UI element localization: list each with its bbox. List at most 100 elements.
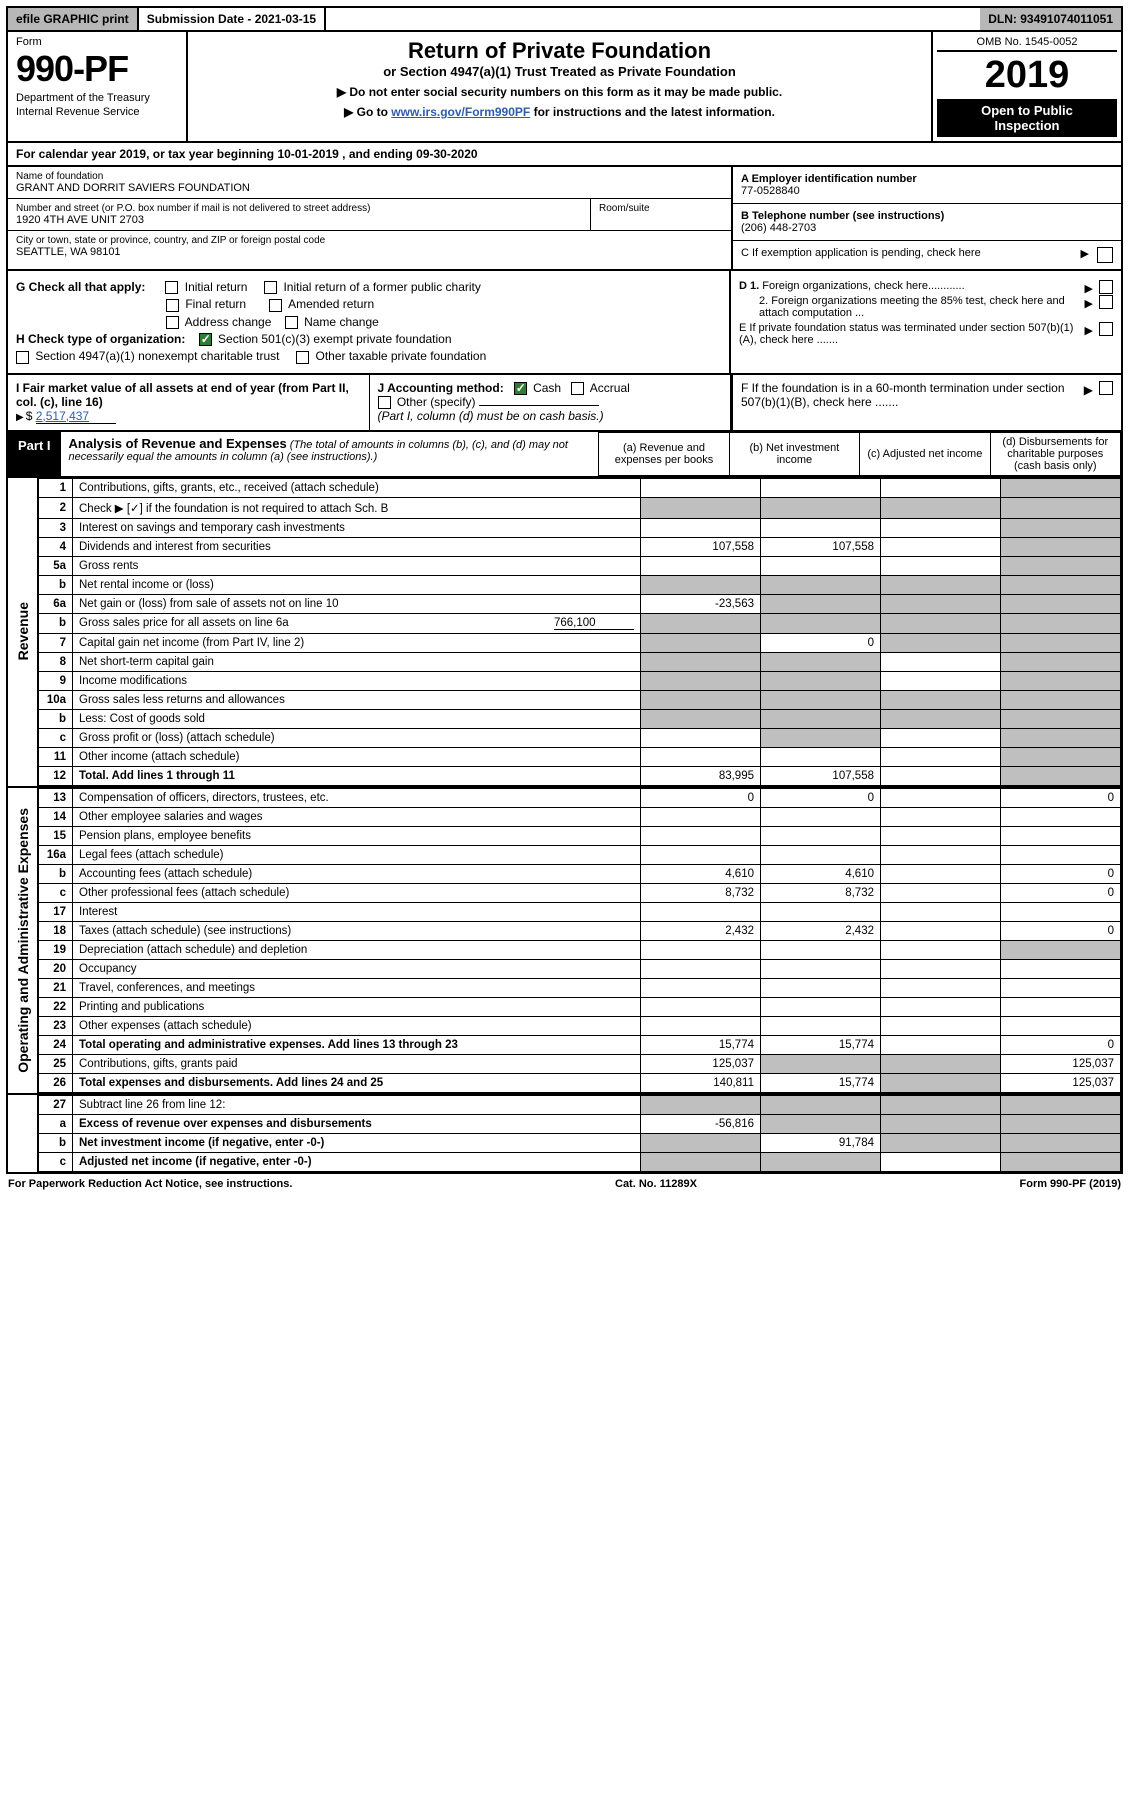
table-row: 14Other employee salaries and wages <box>39 807 1121 826</box>
col-c <box>881 556 1001 575</box>
table-row: bLess: Cost of goods sold <box>39 709 1121 728</box>
col-b-hdr: (b) Net investment income <box>729 432 859 475</box>
col-a <box>641 1152 761 1171</box>
row-desc: Net gain or (loss) from sale of assets n… <box>73 594 641 613</box>
identity-right: A Employer identification number 77-0528… <box>731 167 1121 269</box>
table-row: 3Interest on savings and temporary cash … <box>39 518 1121 537</box>
row-desc: Total operating and administrative expen… <box>73 1035 641 1054</box>
row-desc: Travel, conferences, and meetings <box>73 978 641 997</box>
form-note-1: ▶ Do not enter social security numbers o… <box>196 85 923 99</box>
g-amended-return-checkbox[interactable] <box>269 299 282 312</box>
col-b <box>761 478 881 497</box>
h-501c3-checkbox[interactable] <box>199 333 212 346</box>
expenses-grid: Operating and Administrative Expenses 13… <box>6 788 1123 1095</box>
d1-checkbox[interactable] <box>1099 280 1113 294</box>
col-b <box>761 613 881 633</box>
h-4947-checkbox[interactable] <box>16 351 29 364</box>
footer-right: Form 990-PF (2019) <box>1020 1178 1121 1190</box>
row-desc: Interest <box>73 902 641 921</box>
row-desc: Printing and publications <box>73 997 641 1016</box>
row-number: 12 <box>39 766 73 785</box>
name-label: Name of foundation <box>16 171 723 182</box>
row-desc: Contributions, gifts, grants paid <box>73 1054 641 1073</box>
row-number: a <box>39 1114 73 1133</box>
row-number: 10a <box>39 690 73 709</box>
e-checkbox[interactable] <box>1099 322 1113 336</box>
c-checkbox[interactable] <box>1097 247 1113 263</box>
col-c <box>881 766 1001 785</box>
col-b: 2,432 <box>761 921 881 940</box>
table-row: 20Occupancy <box>39 959 1121 978</box>
col-c <box>881 518 1001 537</box>
col-b: 0 <box>761 633 881 652</box>
city-value: SEATTLE, WA 98101 <box>16 246 723 258</box>
h-opt-3: Other taxable private foundation <box>316 349 487 363</box>
table-row: 26Total expenses and disbursements. Add … <box>39 1073 1121 1092</box>
row-desc: Net rental income or (loss) <box>73 575 641 594</box>
part-1-header: Part I Analysis of Revenue and Expenses … <box>6 432 1123 478</box>
col-a <box>641 518 761 537</box>
row-number: 27 <box>39 1095 73 1114</box>
dept-2: Internal Revenue Service <box>16 106 178 118</box>
f-checkbox[interactable] <box>1099 381 1113 395</box>
i-block: I Fair market value of all assets at end… <box>8 375 370 430</box>
row-desc: Occupancy <box>73 959 641 978</box>
table-row: 7Capital gain net income (from Part IV, … <box>39 633 1121 652</box>
arrow-icon: ▶ <box>1085 282 1093 295</box>
col-b: 107,558 <box>761 537 881 556</box>
col-a: 125,037 <box>641 1054 761 1073</box>
row-desc: Capital gain net income (from Part IV, l… <box>73 633 641 652</box>
row-desc: Total expenses and disbursements. Add li… <box>73 1073 641 1092</box>
col-c <box>881 690 1001 709</box>
address-row: Number and street (or P.O. box number if… <box>8 199 731 231</box>
col-a <box>641 1133 761 1152</box>
address-cell: Number and street (or P.O. box number if… <box>8 199 591 231</box>
f-block: F If the foundation is in a 60-month ter… <box>731 375 1121 430</box>
col-d: 125,037 <box>1001 1073 1121 1092</box>
col-a: 2,432 <box>641 921 761 940</box>
row-desc: Gross sales price for all assets on line… <box>73 613 641 633</box>
form-title-block: Return of Private Foundation or Section … <box>188 32 931 141</box>
table-row: 18Taxes (attach schedule) (see instructi… <box>39 921 1121 940</box>
col-a: -23,563 <box>641 594 761 613</box>
row-desc: Other professional fees (attach schedule… <box>73 883 641 902</box>
j-accrual-checkbox[interactable] <box>571 382 584 395</box>
table-row: 2Check ▶ [✓] if the foundation is not re… <box>39 497 1121 518</box>
col-c <box>881 826 1001 845</box>
form-990pf-link[interactable]: www.irs.gov/Form990PF <box>391 105 530 119</box>
col-c <box>881 883 1001 902</box>
g-label-text: G Check all that apply: <box>16 280 145 294</box>
g-name-change-checkbox[interactable] <box>285 316 298 329</box>
g-line-2: Final return Amended return <box>16 297 721 311</box>
col-b <box>761 845 881 864</box>
row-desc: Gross rents <box>73 556 641 575</box>
col-c <box>881 1152 1001 1171</box>
table-row: 24Total operating and administrative exp… <box>39 1035 1121 1054</box>
d2-checkbox[interactable] <box>1099 295 1113 309</box>
col-a: 8,732 <box>641 883 761 902</box>
row-number: 6a <box>39 594 73 613</box>
arrow-icon: ▶ <box>1085 324 1093 337</box>
j-other-checkbox[interactable] <box>378 396 391 409</box>
col-b <box>761 1152 881 1171</box>
note2-pre: ▶ Go to <box>344 105 391 119</box>
col-b <box>761 690 881 709</box>
table-row: bGross sales price for all assets on lin… <box>39 613 1121 633</box>
f-text: F If the foundation is in a 60-month ter… <box>741 381 1065 409</box>
g-address-change-checkbox[interactable] <box>166 316 179 329</box>
g-former-charity-checkbox[interactable] <box>264 281 277 294</box>
fmv-link[interactable]: 2,517,437 <box>36 409 116 424</box>
col-c <box>881 652 1001 671</box>
table-row: 8Net short-term capital gain <box>39 652 1121 671</box>
col-c <box>881 788 1001 807</box>
g-initial-return-checkbox[interactable] <box>165 281 178 294</box>
j-cash-checkbox[interactable] <box>514 382 527 395</box>
row-number: 3 <box>39 518 73 537</box>
col-c <box>881 959 1001 978</box>
row-desc: Other income (attach schedule) <box>73 747 641 766</box>
h-other-taxable-checkbox[interactable] <box>296 351 309 364</box>
j-other-specify <box>479 405 599 406</box>
row-number: 18 <box>39 921 73 940</box>
g-final-return-checkbox[interactable] <box>166 299 179 312</box>
col-c <box>881 1035 1001 1054</box>
